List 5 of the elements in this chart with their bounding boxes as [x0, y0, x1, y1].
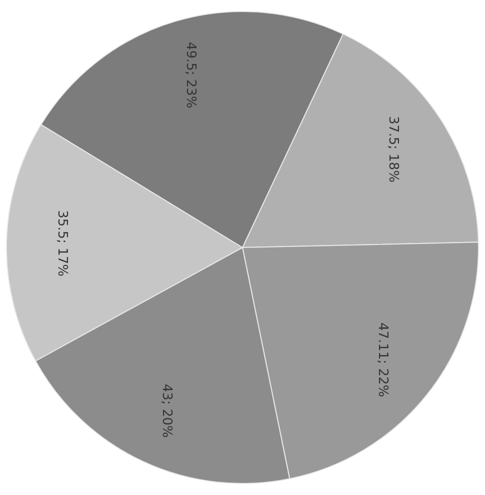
data-label: 37.5; 18% [385, 116, 400, 183]
data-label: 35.5; 17% [54, 210, 70, 276]
data-label: 43; 20% [158, 384, 174, 438]
data-label: 49.5; 23% [182, 42, 198, 108]
data-label: 47.11; 22% [375, 322, 390, 398]
